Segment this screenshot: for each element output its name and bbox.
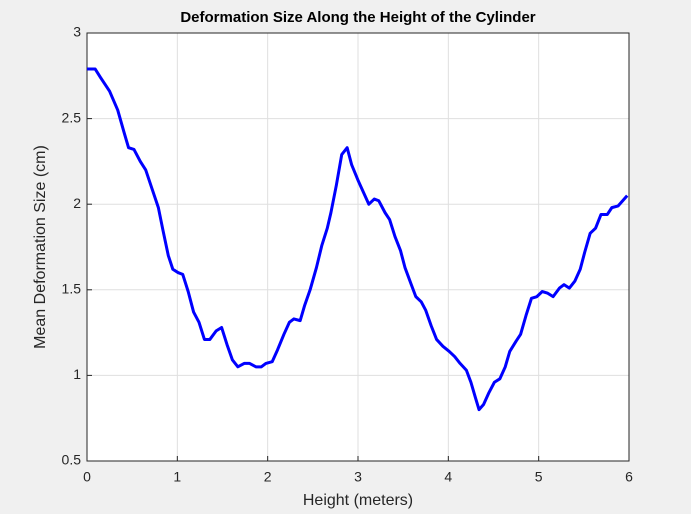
x-tick-label: 5	[535, 469, 543, 485]
y-tick-label: 3	[73, 24, 81, 40]
y-axis-label: Mean Deformation Size (cm)	[32, 145, 49, 349]
y-tick-label: 1.5	[62, 281, 82, 297]
x-tick-label: 6	[625, 469, 633, 485]
data-line	[87, 67, 629, 412]
y-tick-label: 1	[73, 366, 81, 382]
axes-box	[86, 32, 630, 462]
chart-title: Deformation Size Along the Height of the…	[180, 9, 535, 26]
x-tick-label: 3	[354, 469, 362, 485]
y-tick-label: 2	[73, 195, 81, 211]
x-axis-label: Height (meters)	[303, 492, 413, 509]
x-tick-label: 2	[264, 469, 272, 485]
y-tick-label: 0.5	[62, 452, 82, 468]
x-tick-label: 4	[444, 469, 452, 485]
x-tick-label: 0	[83, 469, 91, 485]
y-tick-label: 2.5	[62, 109, 82, 125]
x-tick-label: 1	[173, 469, 181, 485]
